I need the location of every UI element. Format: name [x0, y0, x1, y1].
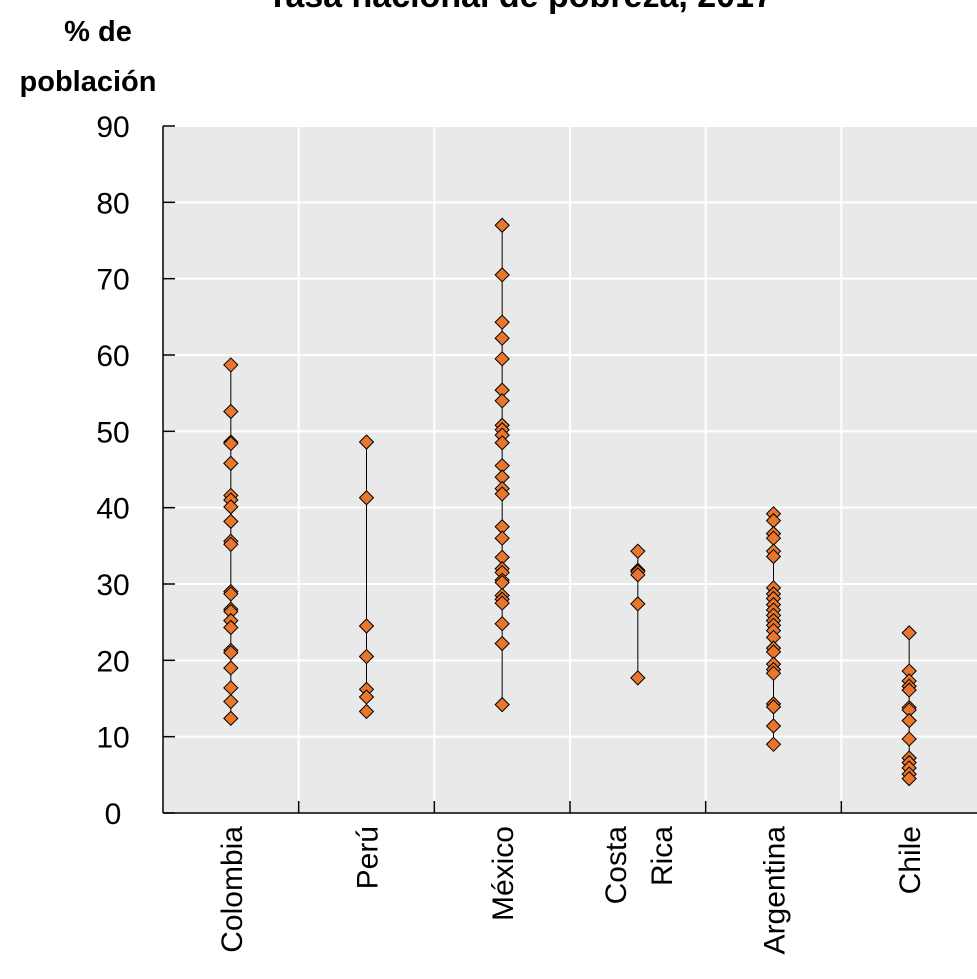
y-tick-label-70: 70 — [96, 264, 129, 297]
point-colombia-10 — [223, 536, 239, 553]
y-tick-label-30: 30 — [96, 569, 129, 602]
point-mexico-24 — [494, 595, 510, 611]
category-label-peru: Perú — [352, 826, 385, 889]
point-peru-0 — [358, 434, 375, 450]
y-tick-label-90: 90 — [96, 111, 129, 144]
y-tick-label-20: 20 — [96, 645, 129, 678]
y-axis-label-line-1: % de — [64, 16, 132, 48]
point-colombia-18 — [223, 644, 239, 661]
point-colombia-21 — [223, 693, 239, 710]
point-mexico-14 — [494, 486, 510, 502]
point-peru-3 — [358, 648, 375, 665]
point-mexico-6 — [494, 393, 510, 409]
category-label-chile: Chile — [894, 826, 927, 894]
point-chile-0 — [901, 625, 917, 641]
category-label-mexico: México — [487, 826, 520, 921]
point-argentina-22 — [765, 699, 782, 715]
y-axis-label-line-2: población — [20, 66, 157, 98]
point-colombia-19 — [223, 660, 239, 676]
point-mexico-1 — [494, 267, 510, 283]
y-tick-label-0: 0 — [105, 798, 122, 831]
point-chile-8 — [901, 731, 917, 747]
point-costa-rica-4 — [630, 596, 646, 612]
point-mexico-25 — [494, 615, 510, 632]
point-chile-7 — [901, 712, 917, 729]
point-colombia-0 — [223, 357, 239, 373]
point-colombia-1 — [223, 403, 239, 420]
category-label-argentina: Argentina — [759, 826, 792, 955]
point-mexico-27 — [494, 696, 510, 713]
point-colombia-12 — [223, 586, 239, 602]
point-mexico-2 — [494, 314, 510, 330]
category-label-colombia: Colombia — [216, 826, 249, 953]
point-costa-rica-5 — [630, 670, 646, 686]
point-peru-6 — [358, 703, 375, 720]
chart-title: Tasa nacional de pobreza, 2017 — [267, 0, 773, 15]
y-tick-label-40: 40 — [96, 493, 129, 526]
y-tick-label-10: 10 — [96, 722, 129, 755]
point-colombia-8 — [223, 513, 239, 530]
point-costa-rica-0 — [630, 543, 646, 559]
category-label-costa-rica-0: Costa — [600, 826, 633, 905]
point-peru-1 — [358, 490, 375, 506]
plot-area: 0 10 20 30 40 50 60 70 80 90 Colombia Perú México Cos… — [96, 111, 977, 954]
category-label-costa-rica-1: Rica — [646, 826, 679, 886]
point-chile-13 — [901, 770, 917, 787]
point-colombia-3 — [223, 435, 239, 452]
point-argentina-20 — [765, 665, 782, 682]
y-tick-label-50: 50 — [96, 416, 129, 449]
point-mexico-16 — [494, 530, 510, 546]
point-argentina-24 — [765, 736, 782, 753]
point-colombia-4 — [223, 455, 239, 472]
point-chile-4 — [901, 682, 917, 698]
point-mexico-4 — [494, 351, 510, 367]
point-colombia-22 — [223, 710, 239, 727]
point-mexico-0 — [494, 217, 510, 233]
y-tick-label-60: 60 — [96, 340, 129, 373]
point-mexico-3 — [494, 330, 510, 346]
point-peru-2 — [358, 618, 375, 634]
point-mexico-10 — [494, 435, 510, 451]
point-mexico-26 — [494, 635, 510, 652]
point-argentina-5 — [765, 548, 782, 565]
point-colombia-16 — [223, 619, 239, 636]
point-costa-rica-3 — [630, 567, 646, 583]
y-tick-label-80: 80 — [96, 187, 129, 220]
point-argentina-23 — [765, 718, 782, 734]
